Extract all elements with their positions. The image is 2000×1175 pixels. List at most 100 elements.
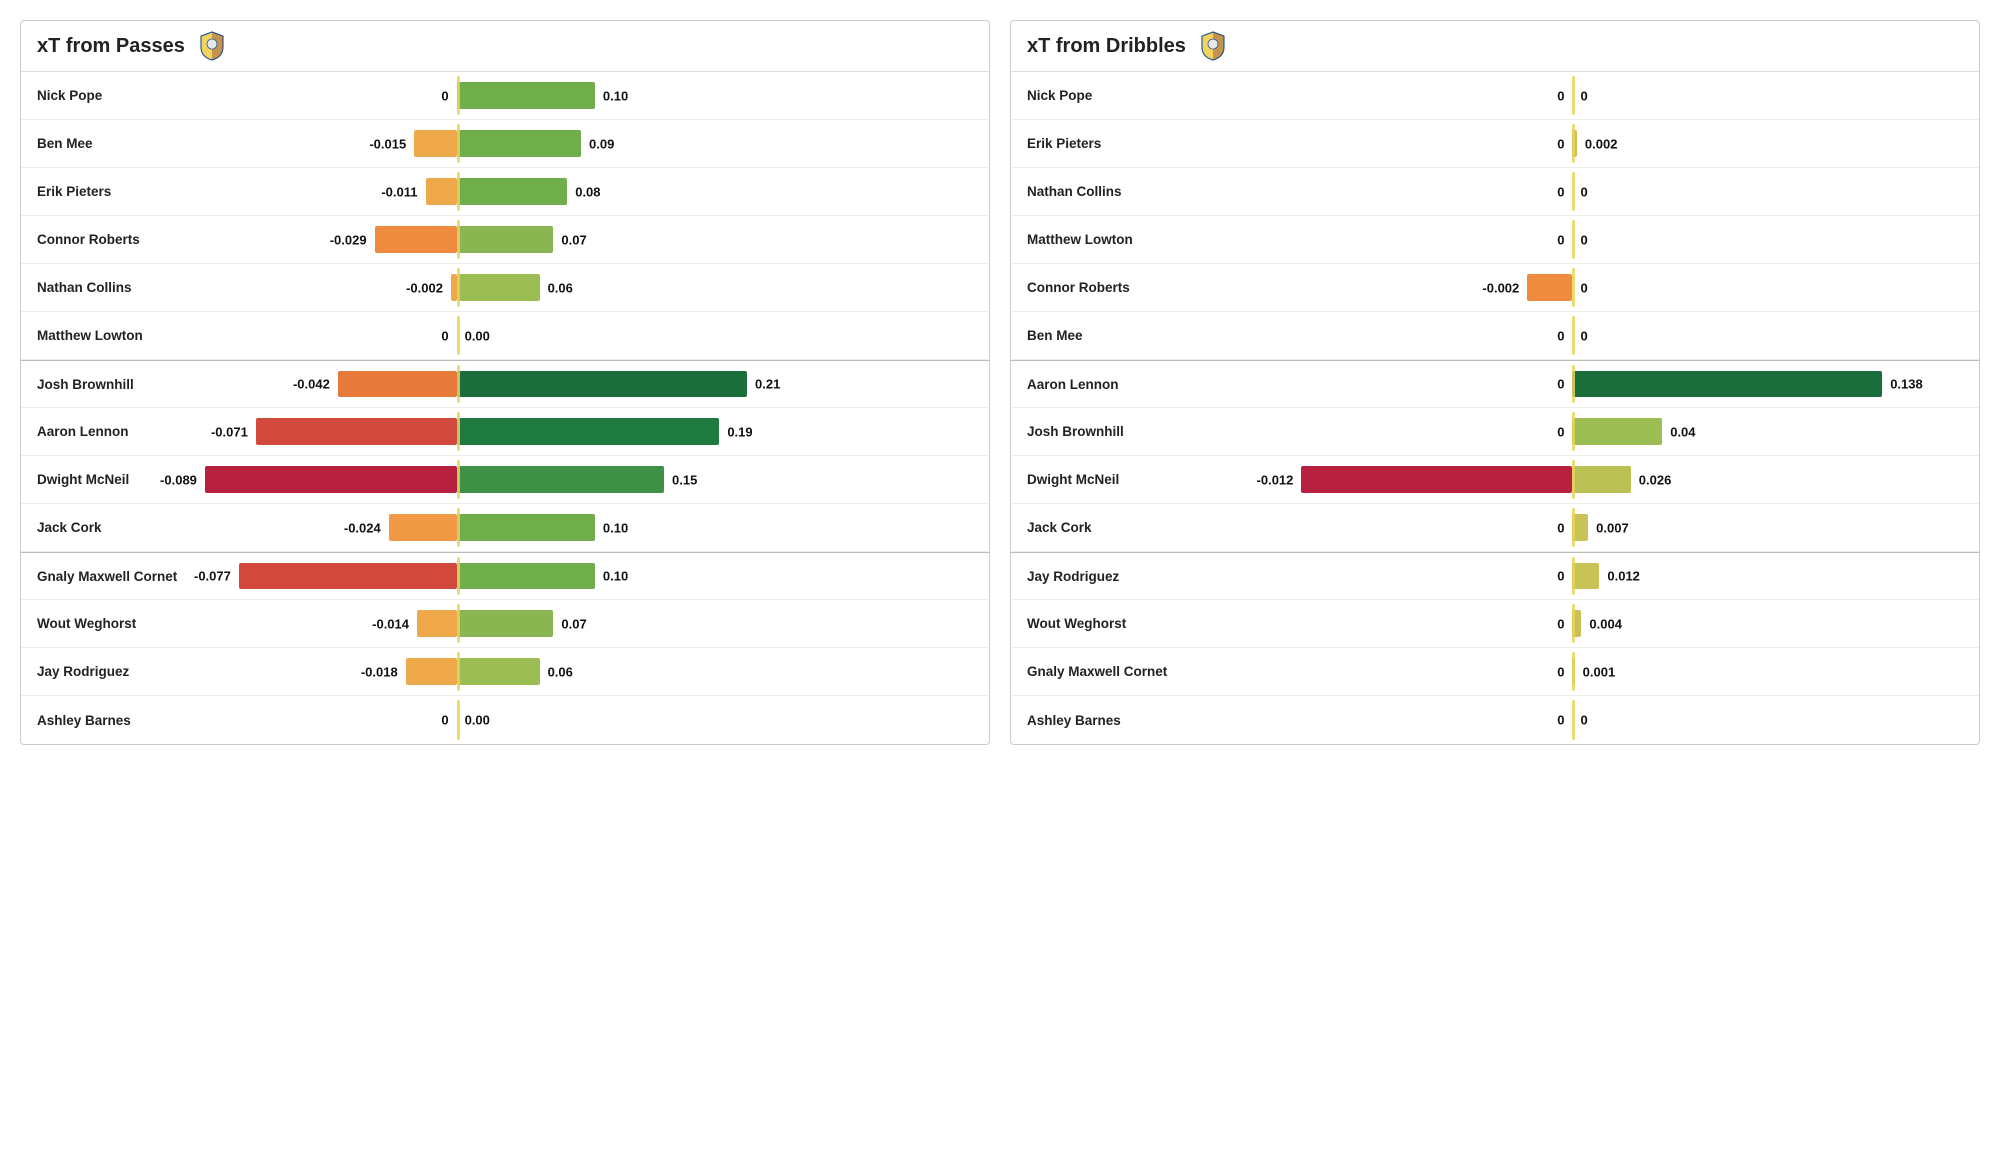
chart-row: Aaron Lennon-0.0710.19 (21, 408, 989, 456)
negative-value: 0 (441, 88, 448, 103)
passes-rows: Nick Pope00.10Ben Mee-0.0150.09Erik Piet… (21, 72, 989, 744)
positive-value: 0.07 (561, 232, 586, 247)
chart-row: Ben Mee-0.0150.09 (21, 120, 989, 168)
zero-axis (457, 172, 460, 211)
chart-row: Nick Pope00 (1011, 72, 1979, 120)
chart-row: Jack Cork-0.0240.10 (21, 504, 989, 552)
bar-area: 00.10 (21, 72, 989, 119)
player-name: Erik Pieters (37, 184, 111, 199)
positive-value: 0.06 (548, 664, 573, 679)
player-name: Connor Roberts (1027, 280, 1130, 295)
negative-value: -0.002 (1482, 280, 1519, 295)
bar-area: 00 (1011, 72, 1979, 119)
zero-axis (457, 124, 460, 163)
player-name: Matthew Lowton (1027, 232, 1133, 247)
bar-area: -0.0710.19 (21, 408, 989, 455)
club-crest-icon (199, 31, 225, 61)
chart-row: Josh Brownhill00.04 (1011, 408, 1979, 456)
zero-axis (1572, 557, 1575, 595)
bar-area: -0.0240.10 (21, 504, 989, 551)
bar-area: 0 0.007 (1011, 504, 1979, 551)
chart-row: Nathan Collins-0.0020.06 (21, 264, 989, 312)
player-name: Connor Roberts (37, 232, 140, 247)
zero-axis (457, 220, 460, 259)
zero-axis (1572, 412, 1575, 451)
positive-bar (457, 130, 581, 157)
chart-row: Erik Pieters00.002 (1011, 120, 1979, 168)
negative-value: -0.077 (194, 569, 231, 584)
positive-value: 0.001 (1583, 664, 1616, 679)
bar-area: 00 (1011, 312, 1979, 359)
negative-value: 0 (441, 328, 448, 343)
negative-value: -0.012 (1257, 472, 1294, 487)
bar-area: 00.00 (21, 312, 989, 359)
chart-row: Matthew Lowton00.00 (21, 312, 989, 360)
chart-row: Ben Mee00 (1011, 312, 1979, 360)
positive-value: 0.10 (603, 88, 628, 103)
zero-axis (1572, 124, 1575, 163)
player-name: Ben Mee (37, 136, 93, 151)
negative-value: 0 (1557, 569, 1564, 584)
chart-row: Wout Weghorst00.004 (1011, 600, 1979, 648)
zero-axis (457, 365, 460, 403)
positive-value: 0.08 (575, 184, 600, 199)
negative-value: -0.089 (160, 472, 197, 487)
zero-axis (457, 604, 460, 643)
chart-row: Gnaly Maxwell Cornet00.001 (1011, 648, 1979, 696)
negative-bar (406, 658, 457, 685)
chart-row: Josh Brownhill-0.0420.21 (21, 360, 989, 408)
negative-value: 0 (1557, 713, 1564, 728)
negative-value: -0.015 (369, 136, 406, 151)
negative-bar (451, 274, 457, 301)
player-name: Josh Brownhill (37, 377, 134, 392)
positive-value: 0.00 (465, 713, 490, 728)
negative-bar (426, 178, 457, 205)
chart-row: Connor Roberts -0.002 0 (1011, 264, 1979, 312)
positive-value: 0.002 (1585, 136, 1618, 151)
zero-axis (457, 316, 460, 355)
bar-area: 00 (1011, 168, 1979, 215)
passes-header: xT from Passes (21, 21, 989, 72)
positive-value: 0.10 (603, 569, 628, 584)
bar-area: 00.04 (1011, 408, 1979, 455)
bar-area: -0.002 0 (1011, 264, 1979, 311)
zero-axis (1572, 652, 1575, 691)
player-name: Nick Pope (37, 88, 102, 103)
chart-row: Aaron Lennon00.138 (1011, 360, 1979, 408)
positive-value: 0 (1580, 88, 1587, 103)
positive-value: 0.007 (1596, 520, 1629, 535)
zero-axis (457, 460, 460, 499)
positive-value: 0 (1580, 328, 1587, 343)
positive-value: 0.06 (548, 280, 573, 295)
chart-row: Matthew Lowton00 (1011, 216, 1979, 264)
positive-value: 0 (1580, 280, 1587, 295)
positive-bar (457, 418, 720, 445)
zero-axis (1572, 220, 1575, 259)
zero-axis (457, 268, 460, 307)
zero-axis (1572, 268, 1575, 307)
player-name: Jay Rodriguez (1027, 569, 1119, 584)
player-name: Aaron Lennon (37, 424, 129, 439)
zero-axis (457, 76, 460, 115)
positive-value: 0.04 (1670, 424, 1695, 439)
bar-area: 00 (1011, 216, 1979, 263)
player-name: Wout Weghorst (1027, 616, 1126, 631)
zero-axis (1572, 508, 1575, 547)
positive-bar (457, 466, 664, 493)
player-name: Ashley Barnes (37, 713, 131, 728)
negative-value: 0 (1557, 520, 1564, 535)
positive-bar (457, 274, 540, 301)
positive-value: 0.004 (1589, 616, 1622, 631)
zero-axis (457, 700, 460, 740)
player-name: Josh Brownhill (1027, 424, 1124, 439)
player-name: Jay Rodriguez (37, 664, 129, 679)
negative-value: 0 (1557, 88, 1564, 103)
positive-bar (1572, 418, 1662, 445)
chart-row: Connor Roberts-0.0290.07 (21, 216, 989, 264)
negative-bar (1527, 274, 1572, 301)
bar-area: 00.012 (1011, 553, 1979, 599)
chart-row: Wout Weghorst-0.0140.07 (21, 600, 989, 648)
negative-bar (338, 371, 457, 397)
positive-bar (457, 371, 747, 397)
zero-axis (457, 557, 460, 595)
